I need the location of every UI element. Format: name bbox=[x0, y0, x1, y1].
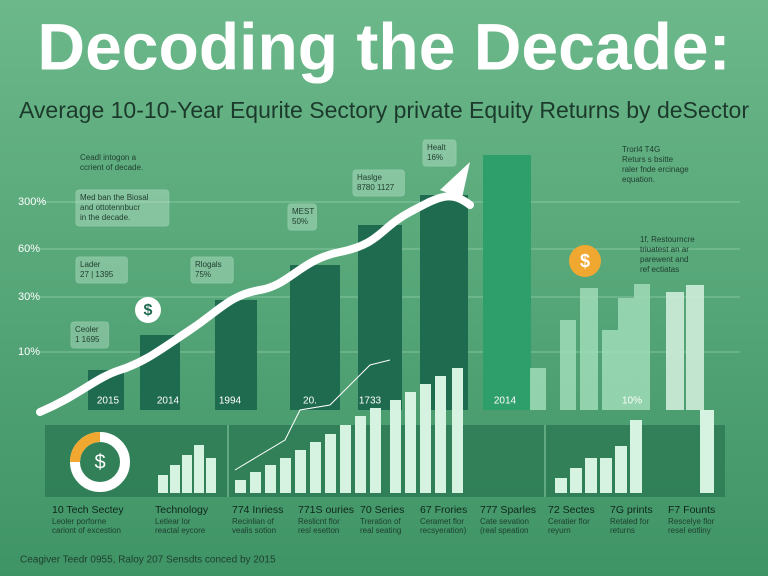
callout-text: parewent and bbox=[640, 255, 688, 264]
bottom-title: 7G prints bbox=[610, 504, 653, 516]
callout-text: in the decade. bbox=[80, 213, 130, 222]
callout-text: equation. bbox=[622, 175, 655, 184]
bottom-text: Ceramet flor bbox=[420, 517, 464, 526]
bottom-title: 10 Tech Sectey bbox=[52, 504, 124, 516]
tick-label: 30% bbox=[18, 291, 40, 303]
bottom-title: 774 Inriess bbox=[232, 504, 283, 516]
callout-text: Trorl4 T4G bbox=[622, 145, 660, 154]
bottom-text: Reslicnt flor bbox=[298, 517, 340, 526]
callout-box bbox=[422, 139, 457, 167]
coin-sign: $ bbox=[580, 251, 590, 271]
callout-text: Returs s bsitte bbox=[622, 155, 674, 164]
callout-text: Ceadl intogon a bbox=[80, 153, 137, 162]
bar-label: 10% bbox=[622, 396, 642, 407]
bottom-title: F7 Founts bbox=[668, 504, 715, 516]
callout-box bbox=[75, 189, 170, 227]
bottom-title: 777 Sparles bbox=[480, 504, 536, 516]
callout-box bbox=[70, 321, 110, 349]
bar-label: 20. bbox=[303, 396, 317, 407]
bottom-text: resel eotliny bbox=[668, 526, 711, 535]
callout-box bbox=[75, 256, 128, 284]
bottom-text: Treration of bbox=[360, 517, 401, 526]
bottom-text: resl esetton bbox=[298, 526, 339, 535]
tick-label: 300% bbox=[18, 196, 46, 208]
callout-text: Ceoler bbox=[75, 325, 99, 334]
bottom-text: Rescelye flor bbox=[668, 517, 715, 526]
bottom-text: reactal eycore bbox=[155, 526, 206, 535]
bottom-title: Technology bbox=[155, 504, 209, 516]
bottom-text: returns bbox=[610, 526, 635, 535]
callout-text: Lader bbox=[80, 260, 101, 269]
callout-text: Haslge bbox=[357, 173, 382, 182]
bottom-title: 771S ouries bbox=[298, 504, 354, 516]
callout-text: triuatest an ar bbox=[640, 245, 689, 254]
donut-sign: $ bbox=[94, 451, 105, 473]
trend-line bbox=[36, 192, 474, 416]
footnote: Ceagiver Teedr 0955, Raloy 207 Sensdts c… bbox=[20, 555, 276, 566]
bottom-text: cariont of excestion bbox=[52, 526, 121, 535]
bottom-text: Leoler porforne bbox=[52, 517, 107, 526]
bottom-text: Letlear lor bbox=[155, 517, 191, 526]
coin bbox=[135, 297, 161, 323]
bar-label: 2014 bbox=[494, 396, 517, 407]
callout-text: MEST bbox=[292, 207, 314, 216]
bottom-text: (real speation bbox=[480, 526, 528, 535]
callout-text: 27 | 1395 bbox=[80, 270, 114, 279]
callout-text: 1f, Restourncre bbox=[640, 235, 695, 244]
callout-text: ref ectiatas bbox=[640, 265, 679, 274]
bottom-title: 70 Series bbox=[360, 504, 404, 516]
light-bars bbox=[530, 284, 704, 410]
callout-box bbox=[287, 203, 317, 231]
bottom-title: 67 Frories bbox=[420, 504, 467, 516]
bottom-title: 72 Sectes bbox=[548, 504, 595, 516]
arrow-head bbox=[440, 162, 470, 198]
donut-segment bbox=[70, 432, 101, 463]
thin-line bbox=[234, 359, 391, 471]
axis-labels: 300% 60% 30% 10% bbox=[18, 196, 46, 358]
tick-label: 10% bbox=[18, 346, 40, 358]
bottom-text: reyurn bbox=[548, 526, 571, 535]
bar-label: 1733 bbox=[359, 396, 382, 407]
title: Decoding the Decade: bbox=[37, 9, 730, 83]
mini-bars bbox=[158, 368, 714, 493]
bar-label: 1994 bbox=[219, 396, 242, 407]
bottom-text: Cate sevation bbox=[480, 517, 529, 526]
bar-labels: 2015 2014 1994 20. 1733 2014 10% bbox=[97, 396, 642, 407]
callout-text: ccrient of decade. bbox=[80, 163, 143, 172]
callout-text: 1 1695 bbox=[75, 335, 100, 344]
callout-text: 50% bbox=[292, 217, 308, 226]
callout-box bbox=[190, 256, 234, 284]
callout-text: Healt bbox=[427, 143, 446, 152]
bottom-text: Retaled for bbox=[610, 517, 649, 526]
subtitle: Average 10-10-Year Equrite Sectory priva… bbox=[19, 97, 749, 123]
callout-text: 75% bbox=[195, 270, 211, 279]
bottom-text: real seating bbox=[360, 526, 401, 535]
callout-text: and ottotennbucr bbox=[80, 203, 140, 212]
tick-label: 60% bbox=[18, 243, 40, 255]
callout-text: raler fnde ercinage bbox=[622, 165, 689, 174]
bar-label: 2015 bbox=[97, 396, 120, 407]
coin bbox=[569, 245, 601, 277]
bottom-text: vealis sotion bbox=[232, 526, 276, 535]
callout-box bbox=[352, 169, 405, 197]
callout-text: Rlogals bbox=[195, 260, 222, 269]
callout-text: 8780 1127 bbox=[357, 183, 395, 192]
bottom-text: recsyeration) bbox=[420, 526, 467, 535]
callout-text: Med ban the Biosal bbox=[80, 193, 149, 202]
bottom-text: Recinlian of bbox=[232, 517, 275, 526]
callout-text: 16% bbox=[427, 153, 443, 162]
coin-sign: $ bbox=[144, 302, 153, 319]
panel-dividers bbox=[227, 425, 546, 497]
bar-label: 2014 bbox=[157, 396, 180, 407]
bottom-text: Ceratier flor bbox=[548, 517, 590, 526]
